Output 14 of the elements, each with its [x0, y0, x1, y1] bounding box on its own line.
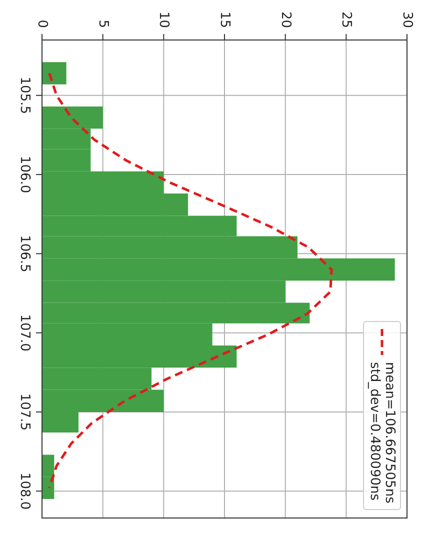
x-tick-label: 15: [217, 11, 232, 28]
x-tick-label: 20: [278, 11, 293, 28]
y-tick-label: 106.5: [17, 235, 32, 272]
legend-label: mean=106.667505ns std_dev=0.480090ns: [367, 362, 397, 503]
y-tick-label: 107.0: [17, 314, 32, 352]
y-tick-label: 105.5: [17, 76, 32, 114]
x-tick-label: 25: [338, 11, 354, 28]
y-tick-label: 106.0: [17, 156, 32, 194]
x-tick-label: 0: [34, 20, 50, 28]
x-tick-label: 30: [400, 11, 414, 28]
y-tick-label: 107.5: [17, 393, 32, 431]
x-tick-label: 10: [156, 11, 172, 28]
x-tick-label: 5: [95, 20, 110, 28]
y-tick-label: 108.0: [17, 472, 32, 510]
